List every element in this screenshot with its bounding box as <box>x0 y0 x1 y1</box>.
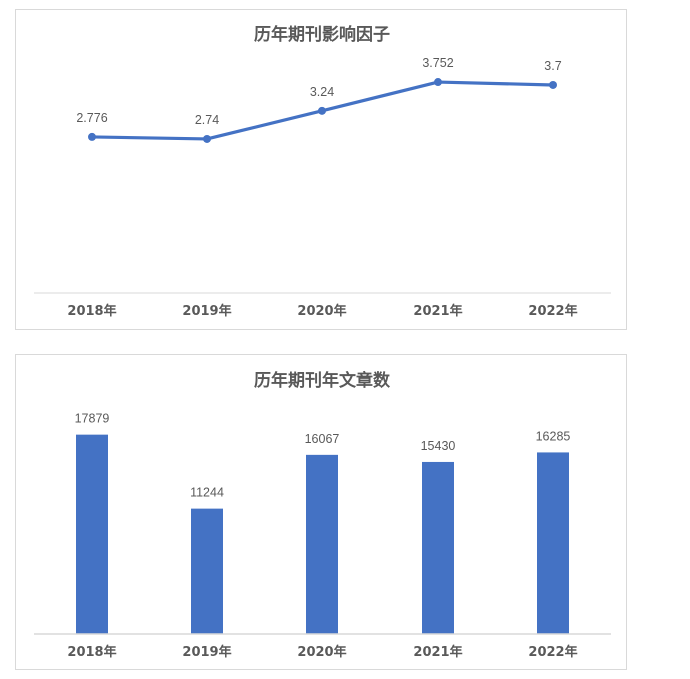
bar-chart-card: 历年期刊年文章数 17879 2018年 11244 2019年 16067 2020年 1… <box>15 354 627 670</box>
data-point <box>434 78 442 87</box>
bar <box>306 454 338 634</box>
line-chart-card: 历年期刊影响因子 2.776 2018年 2.74 2019年 3.24 2020年 3.7… <box>15 9 627 330</box>
data-point <box>549 80 557 89</box>
x-tick-label: 2022年 <box>528 303 577 319</box>
x-tick-label: 2018年 <box>67 303 116 319</box>
data-label: 17879 <box>75 412 110 426</box>
bar <box>422 461 454 634</box>
impact-factor-line-chart: 历年期刊影响因子 2.776 2018年 2.74 2019年 3.24 2020年 3.7… <box>34 24 611 319</box>
x-tick-label: 2020年 <box>297 303 346 319</box>
article-count-bar-chart: 历年期刊年文章数 17879 2018年 11244 2019年 16067 2020年 1… <box>34 370 611 660</box>
data-label: 16067 <box>305 432 340 446</box>
data-label: 2.776 <box>76 111 107 125</box>
data-point <box>88 132 96 141</box>
chart-title: 历年期刊年文章数 <box>254 370 391 391</box>
data-label: 3.24 <box>310 85 334 99</box>
x-tick-label: 2021年 <box>413 644 462 660</box>
x-tick-label: 2019年 <box>182 303 231 319</box>
x-tick-label: 2020年 <box>297 644 346 660</box>
data-label: 2.74 <box>195 113 219 127</box>
x-tick-label: 2019年 <box>182 644 231 660</box>
bar <box>76 434 108 634</box>
chart-title: 历年期刊影响因子 <box>254 24 390 45</box>
data-label: 3.752 <box>422 56 453 70</box>
data-label: 15430 <box>421 439 456 453</box>
x-tick-label: 2022年 <box>528 644 577 660</box>
x-tick-label: 2018年 <box>67 644 116 660</box>
data-label: 16285 <box>536 429 571 443</box>
data-point <box>318 106 326 115</box>
data-label: 3.7 <box>544 59 561 73</box>
bar <box>537 452 569 634</box>
bar <box>191 508 223 634</box>
data-label: 11244 <box>190 486 224 500</box>
x-tick-label: 2021年 <box>413 303 462 319</box>
data-point <box>203 134 211 143</box>
